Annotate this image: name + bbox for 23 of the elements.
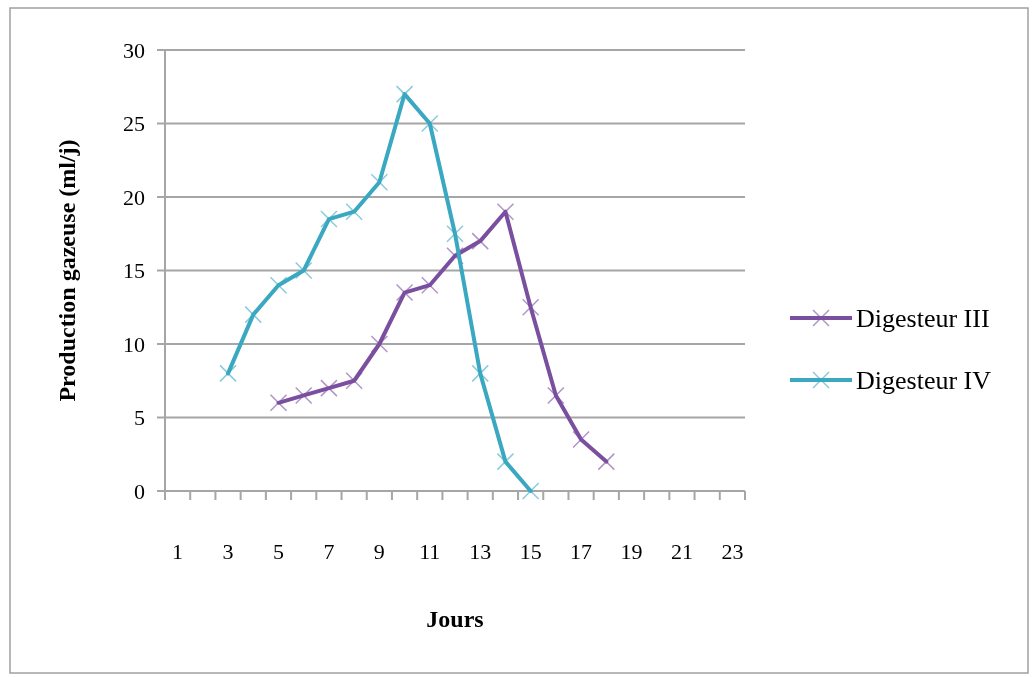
x-tick-label: 19: [620, 539, 643, 564]
x-tick-label: 15: [519, 539, 542, 564]
x-tick-label: 11: [419, 539, 441, 564]
legend-label: Digesteur IV: [856, 366, 992, 396]
x-tick-label: 21: [670, 539, 693, 564]
y-tick-label: 25: [123, 111, 145, 137]
y-tick-label: 30: [123, 37, 145, 63]
x-tick-label: 5: [272, 539, 284, 564]
x-tick-label: 23: [721, 539, 744, 564]
x-tick-label: 7: [323, 539, 335, 564]
legend-label: Digesteur III: [856, 304, 990, 334]
x-tick-label: 1: [172, 539, 184, 564]
x-axis-title: Jours: [426, 606, 484, 632]
y-axis-title: Production gazeuse (ml/j): [54, 139, 80, 402]
y-tick-label: 20: [123, 184, 145, 210]
x-tick-label: 13: [469, 539, 492, 564]
y-tick-label: 15: [123, 258, 145, 284]
y-tick-label: 5: [134, 405, 145, 431]
x-tick-label: 3: [222, 539, 234, 564]
x-tick-label: 17: [570, 539, 593, 564]
y-tick-label: 10: [123, 331, 145, 357]
x-tick-label: 9: [373, 539, 385, 564]
y-tick-label: 0: [134, 478, 145, 504]
